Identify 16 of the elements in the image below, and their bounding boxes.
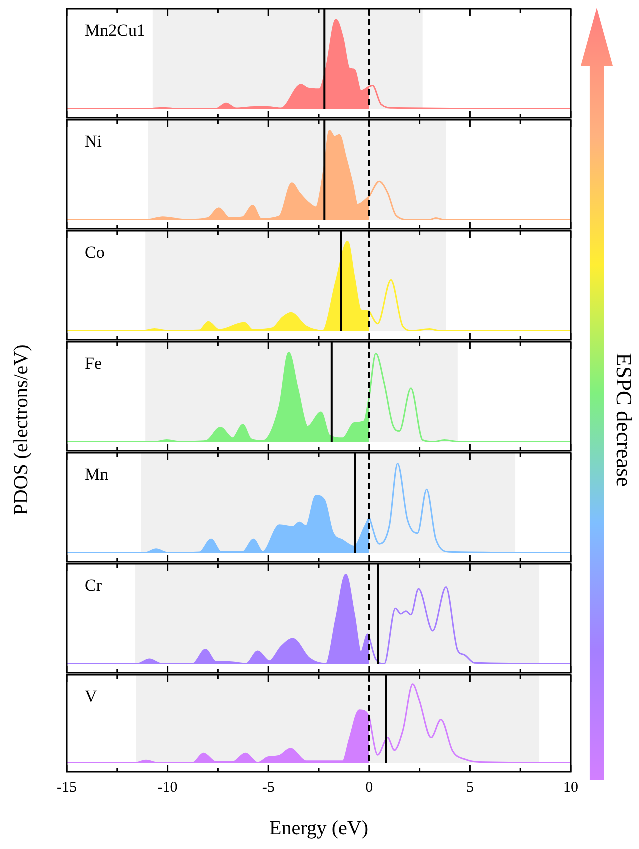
x-tick-label: -5 <box>262 780 275 796</box>
y-axis-title: PDOS (electrons/eV) <box>10 344 34 516</box>
x-tick-label: -10 <box>158 780 178 796</box>
x-tick-label: 0 <box>366 780 374 796</box>
x-axis-title: Energy (eV) <box>269 817 369 840</box>
chart-title: Mn <box>85 464 110 484</box>
chart-title: Ni <box>85 132 102 151</box>
chart-title: Cr <box>85 576 102 595</box>
chart-title: V <box>85 686 98 706</box>
x-tick-label: -15 <box>57 780 77 796</box>
chart-title: Mn2Cu1 <box>85 20 146 40</box>
text: ESPC decrease <box>611 353 637 487</box>
x-tick-label: 10 <box>564 780 578 796</box>
chart-title: Co <box>85 242 105 262</box>
chart-title: Fe <box>85 354 102 373</box>
x-tick-label: 5 <box>466 780 474 796</box>
